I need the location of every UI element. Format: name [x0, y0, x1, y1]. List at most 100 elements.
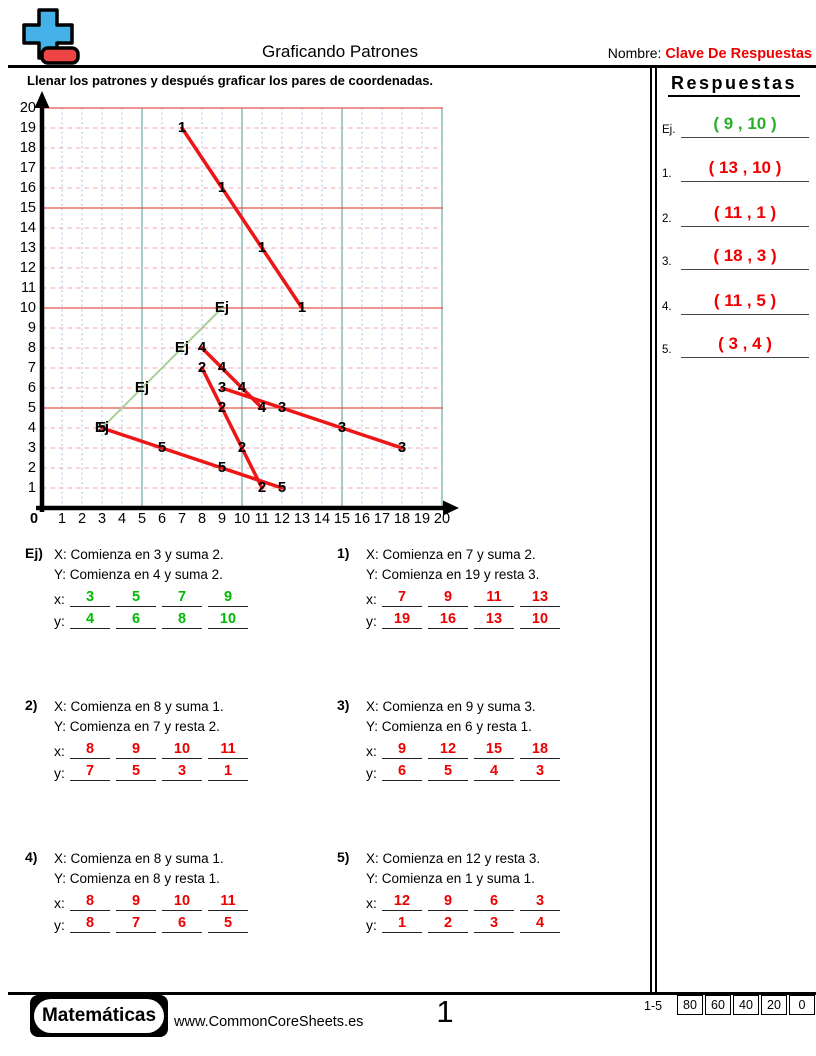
y-value-blank: 6 [162, 915, 202, 933]
x-value-blank: 9 [116, 893, 156, 911]
problem-body: X: Comienza en 3 y suma 2. Y: Comienza en… [54, 545, 254, 629]
y-value-blank: 2 [428, 915, 468, 933]
answers-heading: Respuestas [667, 73, 801, 97]
x-value-blank: 9 [428, 893, 468, 911]
score-cell: 40 [733, 995, 759, 1015]
y-value-blank: 10 [520, 611, 560, 629]
y-row-label: y: [366, 765, 377, 781]
score-table: 80 60 40 20 0 [677, 995, 815, 1015]
answer-label: 1. [662, 168, 672, 180]
x-value-blank: 7 [382, 589, 422, 607]
problem-block: 4) X: Comienza en 8 y suma 1. Y: Comienza … [25, 849, 337, 933]
problem-statement-x: X: Comienza en 7 y suma 2. [366, 547, 536, 562]
x-value-blank: 15 [474, 741, 514, 759]
brand-name: Matemáticas [34, 999, 164, 1033]
problem-statement-x: X: Comienza en 8 y suma 1. [54, 851, 224, 866]
x-value-blank: 3 [520, 893, 560, 911]
answers-panel: Respuestas [658, 73, 810, 97]
header-divider [8, 65, 816, 68]
problem-statement-x: X: Comienza en 12 y resta 3. [366, 851, 541, 866]
y-value-blank: 19 [382, 611, 422, 629]
score-cell: 0 [789, 995, 815, 1015]
x-value-blank: 11 [208, 893, 248, 911]
answer-label: 5. [662, 344, 672, 356]
problem-x-row: x: 7 9 11 13 [366, 585, 566, 607]
answer-key-badge: Clave De Respuestas [665, 46, 812, 62]
y-value-blank: 3 [520, 763, 560, 781]
problem-number: 3) [337, 697, 350, 713]
problem-block: 3) X: Comienza en 9 y suma 3. Y: Comienza … [337, 697, 649, 781]
y-value-blank: 10 [208, 611, 248, 629]
problem-statement-y: Y: Comienza en 6 y resta 1. [366, 719, 532, 734]
y-value-blank: 5 [428, 763, 468, 781]
series-line-2 [200, 366, 264, 490]
problem-body: X: Comienza en 7 y suma 2. Y: Comienza en… [366, 545, 566, 629]
problem-x-row: x: 12 9 6 3 [366, 889, 566, 911]
answer-row: 4. ( 11 , 5 ) [656, 287, 814, 315]
x-value-blank: 8 [70, 893, 110, 911]
problem-statement-x: X: Comienza en 3 y suma 2. [54, 547, 224, 562]
x-value-blank: 9 [208, 589, 248, 607]
problem-statement-y: Y: Comienza en 4 y suma 2. [54, 567, 223, 582]
answers-panel-divider [650, 68, 657, 993]
problem-y-row: y: 19 16 13 10 [366, 607, 566, 629]
problem-body: X: Comienza en 9 y suma 3. Y: Comienza en… [366, 697, 566, 781]
x-value-blank: 9 [428, 589, 468, 607]
score-cell: 60 [705, 995, 731, 1015]
answer-row: 3. ( 18 , 3 ) [656, 242, 814, 270]
x-row-label: x: [54, 591, 65, 607]
problem-body: X: Comienza en 8 y suma 1. Y: Comienza en… [54, 697, 254, 781]
score-range-label: 1-5 [644, 999, 663, 1013]
answer-label: 3. [662, 256, 672, 268]
y-value-blank: 5 [208, 915, 248, 933]
x-axis-arrow-icon [443, 500, 459, 516]
problem-number: Ej) [25, 545, 43, 561]
x-row-label: x: [54, 743, 65, 759]
x-row-label: x: [366, 591, 377, 607]
y-value-blank: 13 [474, 611, 514, 629]
y-value-blank: 4 [474, 763, 514, 781]
problem-statement-y: Y: Comienza en 8 y resta 1. [54, 871, 220, 886]
y-value-blank: 7 [116, 915, 156, 933]
problem-statement-y: Y: Comienza en 7 y resta 2. [54, 719, 220, 734]
problem-x-row: x: 3 5 7 9 [54, 585, 254, 607]
y-value-blank: 4 [70, 611, 110, 629]
website-url: www.CommonCoreSheets.es [174, 1014, 364, 1030]
y-value-blank: 1 [382, 915, 422, 933]
problem-statement-x: X: Comienza en 8 y suma 1. [54, 699, 224, 714]
series-line-5 [100, 426, 284, 490]
x-row-label: x: [54, 895, 65, 911]
answer-label: 4. [662, 301, 672, 313]
problem-statement-x: X: Comienza en 9 y suma 3. [366, 699, 536, 714]
problem-y-row: y: 6 5 4 3 [366, 759, 566, 781]
answer-value: ( 9 , 10 ) [681, 111, 809, 138]
x-value-blank: 6 [474, 893, 514, 911]
problem-body: X: Comienza en 8 y suma 1. Y: Comienza en… [54, 849, 254, 933]
problem-x-row: x: 9 12 15 18 [366, 737, 566, 759]
y-row-label: y: [54, 917, 65, 933]
problem-number: 2) [25, 697, 38, 713]
answer-row: 1. ( 13 , 10 ) [656, 154, 814, 182]
answer-row: Ej. ( 9 , 10 ) [656, 110, 814, 138]
x-value-blank: 10 [162, 741, 202, 759]
x-value-blank: 9 [382, 741, 422, 759]
y-value-blank: 3 [162, 763, 202, 781]
answer-row: 5. ( 3 , 4 ) [656, 330, 814, 358]
x-value-blank: 10 [162, 893, 202, 911]
answer-label: 2. [662, 213, 672, 225]
page-title: Graficando Patrones [262, 42, 418, 61]
y-value-blank: 16 [428, 611, 468, 629]
y-axis-arrow-icon [34, 91, 50, 108]
x-value-blank: 11 [208, 741, 248, 759]
problem-y-row: y: 4 6 8 10 [54, 607, 254, 629]
problem-y-row: y: 1 2 3 4 [366, 911, 566, 933]
answer-value: ( 13 , 10 ) [681, 155, 809, 182]
footer-divider [8, 992, 816, 995]
instruction-text: Llenar los patrones y después graficar l… [27, 73, 434, 88]
answer-value: ( 18 , 3 ) [681, 243, 809, 270]
answer-value: ( 3 , 4 ) [681, 331, 809, 358]
problem-block: 5) X: Comienza en 12 y resta 3. Y: Comienz… [337, 849, 649, 933]
answer-label: Ej. [662, 124, 676, 136]
x-value-blank: 5 [116, 589, 156, 607]
name-label: Nombre: [607, 45, 662, 61]
